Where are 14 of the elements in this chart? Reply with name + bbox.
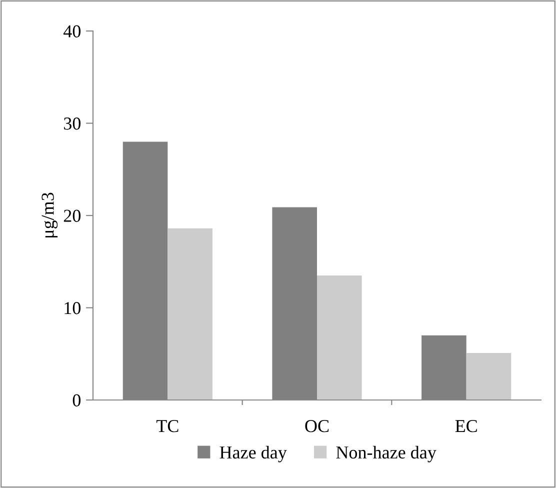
legend-label: Haze day (220, 446, 287, 462)
y-axis-title: μg/m3 (42, 192, 58, 238)
x-tick-label: OC (305, 420, 329, 432)
bar (168, 228, 212, 400)
y-tick-label: 40 (63, 25, 81, 38)
bar (317, 275, 362, 400)
bar (466, 352, 512, 400)
y-tick-label: 20 (64, 210, 81, 222)
y-tick-label: 30 (64, 118, 81, 130)
x-tick-label: EC (455, 420, 477, 432)
legend-label: Non-haze day (336, 446, 436, 462)
y-tick-label: 10 (64, 302, 81, 314)
x-tick-label: TC (156, 420, 178, 432)
y-tick-label: 0 (72, 394, 81, 406)
